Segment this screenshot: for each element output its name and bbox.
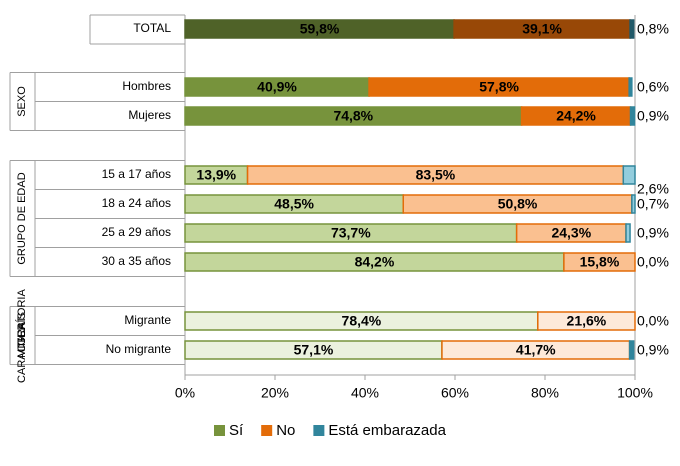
- category-label: No migrante: [106, 342, 172, 356]
- bar-segment: [628, 340, 635, 360]
- bar-segment: [629, 19, 635, 39]
- legend-swatch: [261, 425, 273, 436]
- value-label: 24,2%: [556, 108, 596, 124]
- bar-segment: [563, 252, 636, 272]
- value-label: 0,0%: [637, 254, 669, 270]
- category-label: 25 a 29 años: [102, 225, 171, 239]
- bar-segment: [628, 77, 633, 97]
- value-label: 0,9%: [637, 342, 669, 358]
- value-label: 59,8%: [300, 21, 340, 37]
- x-tick-label: 20%: [261, 385, 289, 401]
- value-label: 48,5%: [274, 196, 314, 212]
- value-label: 0,9%: [637, 108, 669, 124]
- category-label: 30 a 35 años: [102, 254, 171, 268]
- x-tick-label: 80%: [531, 385, 559, 401]
- group-label: SEXO: [16, 86, 28, 117]
- value-label: 78,4%: [342, 313, 382, 329]
- bar-segment: [631, 194, 636, 214]
- value-label: 57,8%: [479, 79, 519, 95]
- group-label: TICA: [16, 322, 28, 348]
- x-tick-label: 0%: [175, 385, 195, 401]
- group-label: GRUPO DE EDAD: [16, 172, 28, 264]
- value-label: 2,6%: [637, 181, 669, 197]
- bar-segment: [537, 311, 636, 331]
- x-tick-label: 40%: [351, 385, 379, 401]
- bar-segment: [625, 223, 631, 243]
- legend-label: Sí: [229, 422, 244, 439]
- x-tick-label: 100%: [617, 385, 653, 401]
- value-label: 21,6%: [567, 313, 607, 329]
- value-label: 73,7%: [331, 225, 371, 241]
- legend-label: No: [276, 422, 295, 439]
- value-label: 24,3%: [551, 225, 591, 241]
- bar-segment: [622, 165, 636, 185]
- value-label: 0,9%: [637, 225, 669, 241]
- group-label: MIGRATORIA: [16, 289, 28, 358]
- value-label: 40,9%: [257, 79, 297, 95]
- value-label: 83,5%: [416, 167, 456, 183]
- value-label: 13,9%: [196, 167, 236, 183]
- legend-swatch: [214, 425, 225, 436]
- category-label: Hombres: [122, 79, 171, 93]
- category-label: 18 a 24 años: [102, 196, 171, 210]
- value-label: 50,8%: [498, 196, 538, 212]
- category-label: 15 a 17 años: [102, 167, 171, 181]
- category-label: Mujeres: [128, 108, 171, 122]
- x-tick-label: 60%: [441, 385, 469, 401]
- value-label: 0,7%: [637, 196, 669, 212]
- value-label: 0,0%: [637, 313, 669, 329]
- group-label: CARACTERÍS: [15, 312, 28, 383]
- legend-label: Está embarazada: [328, 422, 446, 439]
- category-label: TOTAL: [133, 21, 171, 35]
- value-label: 74,8%: [333, 108, 373, 124]
- value-label: 15,8%: [580, 254, 620, 270]
- bar-segment: [629, 106, 636, 126]
- value-label: 0,8%: [637, 21, 669, 37]
- value-label: 0,6%: [637, 79, 669, 95]
- value-label: 39,1%: [522, 21, 562, 37]
- legend-swatch: [313, 425, 325, 436]
- value-label: 57,1%: [294, 342, 334, 358]
- value-label: 84,2%: [355, 254, 395, 270]
- value-label: 41,7%: [516, 342, 556, 358]
- category-label: Migrante: [124, 313, 171, 327]
